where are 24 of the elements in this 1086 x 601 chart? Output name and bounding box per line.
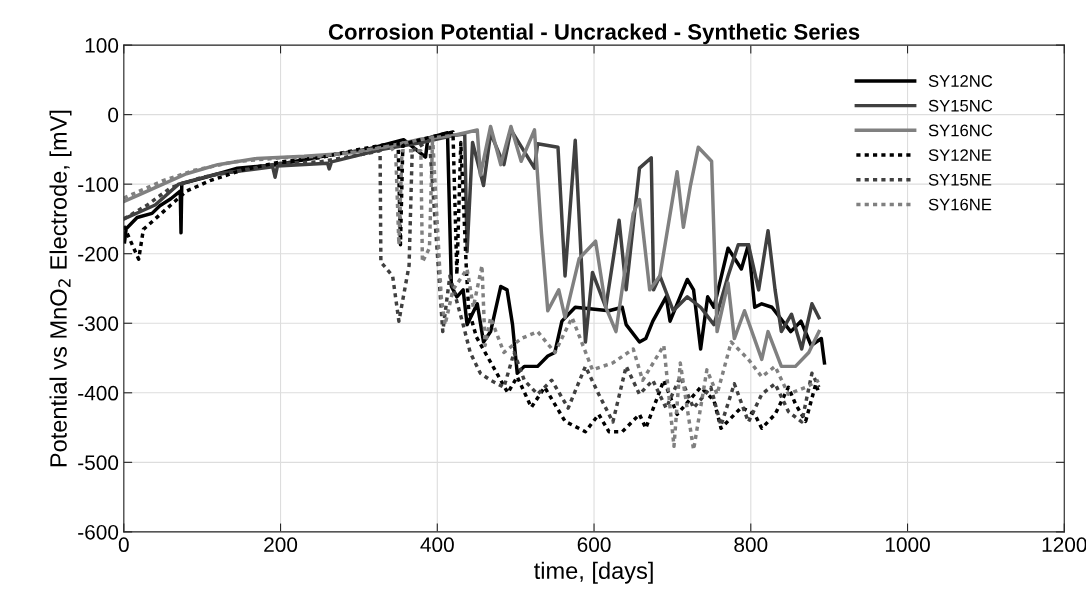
y-tick-label: 0 — [108, 107, 119, 123]
y-axis-title: Potential vs MnO$_{2}$ Electrode, [mV] — [49, 110, 72, 467]
x-tick-label: 0 — [118, 537, 129, 553]
x-tick-label: 200 — [264, 537, 298, 553]
x-tick-label: 1000 — [885, 537, 930, 553]
legend-label: SY12NE — [928, 149, 992, 162]
x-axis-title: time, [days] — [534, 561, 653, 584]
y-tick-label: -400 — [78, 385, 119, 401]
y-tick-label: -200 — [78, 246, 119, 262]
x-tick-label: 400 — [420, 537, 454, 553]
x-tick-label: 600 — [577, 537, 611, 553]
x-tick-label: 800 — [734, 537, 768, 553]
chart-title: Corrosion Potential - Uncracked - Synthetic Series — [328, 23, 860, 45]
y-tick-label: 100 — [85, 38, 119, 53]
y-tick-label: -300 — [78, 316, 119, 332]
legend-label: SY15NC — [928, 99, 993, 112]
y-tick-label: -500 — [78, 455, 119, 471]
legend-label: SY16NE — [928, 198, 992, 211]
x-tick-label: 1200 — [1042, 537, 1086, 553]
legend-label: SY16NC — [928, 124, 993, 137]
y-tick-label: -600 — [78, 524, 119, 540]
legend-label: SY12NC — [928, 75, 993, 87]
legend-label: SY15NE — [928, 173, 992, 186]
y-tick-label: -100 — [78, 177, 119, 192]
